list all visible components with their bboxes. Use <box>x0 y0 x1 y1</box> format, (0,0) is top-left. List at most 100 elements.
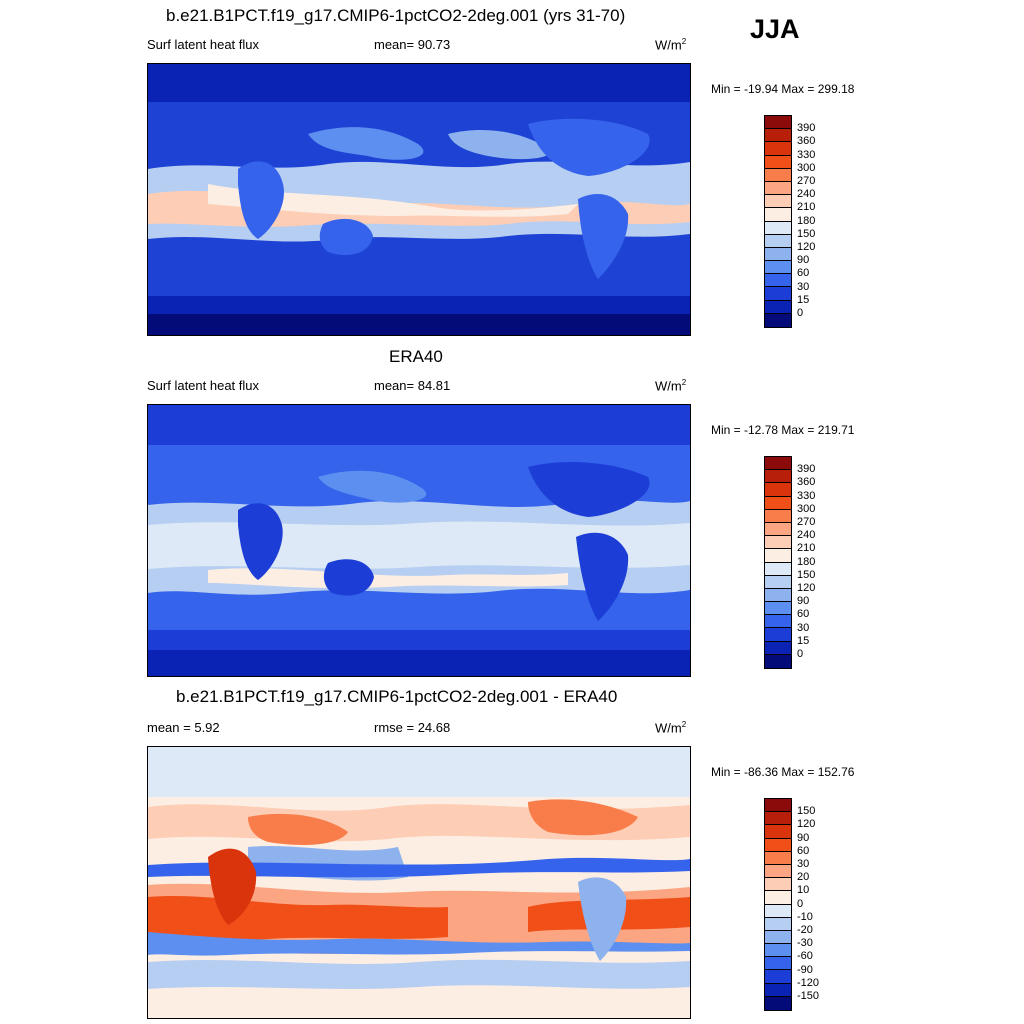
colorbar-swatch <box>765 142 791 156</box>
colorbar-tick-label: -150 <box>797 990 820 1002</box>
colorbar-tick-label: -20 <box>797 924 813 936</box>
panel3-colorbar <box>764 798 792 1011</box>
panel3-mean: mean = 5.92 <box>147 720 220 735</box>
panel1-units: W/m2 <box>655 37 687 53</box>
panel2-minmax: Min = -12.78 Max = 219.71 <box>711 423 855 437</box>
colorbar-tick-label: 300 <box>797 161 816 174</box>
colorbar-swatch <box>765 300 791 314</box>
colorbar-swatch <box>765 457 791 471</box>
colorbar-swatch <box>765 944 791 958</box>
colorbar-swatch <box>765 549 791 563</box>
panel2-colorbar <box>764 456 792 669</box>
colorbar-swatch <box>765 983 791 997</box>
colorbar-swatch <box>765 522 791 537</box>
colorbar-swatch <box>765 588 791 603</box>
panel3-units: W/m2 <box>655 720 687 736</box>
colorbar-swatch <box>765 536 791 550</box>
colorbar-swatch <box>765 116 791 130</box>
panel1-title: b.e21.B1PCT.f19_g17.CMIP6-1pctCO2-2deg.0… <box>166 6 626 25</box>
colorbar-tick-label: 300 <box>797 502 816 515</box>
colorbar-swatch <box>765 155 791 169</box>
colorbar-tick-label: 0 <box>797 307 804 319</box>
colorbar-swatch <box>765 628 791 642</box>
colorbar-tick-label: 30 <box>797 280 810 293</box>
colorbar-tick-label: 150 <box>797 227 816 240</box>
colorbar-swatch <box>765 181 791 196</box>
colorbar-swatch <box>765 313 791 327</box>
colorbar-tick-label: 120 <box>797 241 816 253</box>
colorbar-tick-label: 15 <box>797 634 810 647</box>
panel2-field-label: Surf latent heat flux <box>147 378 260 393</box>
colorbar-tick-label: 390 <box>797 463 816 476</box>
colorbar-tick-label: 270 <box>797 175 816 187</box>
colorbar-tick-label: 60 <box>797 844 810 857</box>
colorbar-swatch <box>765 168 791 182</box>
panel3-map <box>147 746 691 1019</box>
colorbar-tick-label: 60 <box>797 267 810 280</box>
colorbar-swatch <box>765 917 791 931</box>
colorbar-swatch <box>765 509 791 523</box>
colorbar-tick-label: -60 <box>797 950 813 963</box>
colorbar-swatch <box>765 851 791 865</box>
panel2-title: ERA40 <box>389 347 443 366</box>
colorbar-tick-label: 10 <box>797 884 810 897</box>
colorbar-swatch <box>765 641 791 655</box>
colorbar-tick-label: 180 <box>797 214 816 227</box>
colorbar-swatch <box>765 930 791 945</box>
colorbar-tick-label: 210 <box>797 542 816 555</box>
colorbar-swatch <box>765 825 791 839</box>
colorbar-tick-label: 0 <box>797 897 804 910</box>
colorbar-tick-label: 180 <box>797 555 816 568</box>
colorbar-swatch <box>765 208 791 222</box>
colorbar-tick-label: 390 <box>797 122 816 135</box>
colorbar-swatch <box>765 654 791 668</box>
panel1-field-label: Surf latent heat flux <box>147 37 260 52</box>
colorbar-tick-label: 90 <box>797 831 810 844</box>
colorbar-tick-label: 240 <box>797 529 816 542</box>
colorbar-swatch <box>765 878 791 892</box>
colorbar-swatch <box>765 575 791 589</box>
colorbar-tick-label: 20 <box>797 871 810 884</box>
colorbar-tick-label: 240 <box>797 188 816 201</box>
panel1-mean: mean= 90.73 <box>374 37 451 52</box>
colorbar-tick-label: 90 <box>797 254 810 267</box>
colorbar-tick-label: 330 <box>797 489 816 502</box>
colorbar-swatch <box>765 274 791 288</box>
colorbar-tick-label: -90 <box>797 963 813 976</box>
colorbar-swatch <box>765 891 791 905</box>
colorbar-tick-label: 0 <box>797 648 804 660</box>
panel3-rmse: rmse = 24.68 <box>374 720 451 735</box>
colorbar-swatch <box>765 615 791 629</box>
season-label: JJA <box>750 14 800 44</box>
colorbar-tick-label: 90 <box>797 595 810 608</box>
colorbar-tick-label: -30 <box>797 937 813 950</box>
panel1-map <box>147 63 691 336</box>
colorbar-swatch <box>765 247 791 262</box>
panel3-title: b.e21.B1PCT.f19_g17.CMIP6-1pctCO2-2deg.0… <box>176 687 618 706</box>
panel3-minmax: Min = -86.36 Max = 152.76 <box>711 765 855 779</box>
panel2-mean: mean= 84.81 <box>374 378 451 393</box>
colorbar-tick-label: 60 <box>797 608 810 621</box>
colorbar-swatch <box>765 287 791 301</box>
panel1-minmax: Min = -19.94 Max = 299.18 <box>711 82 855 96</box>
colorbar-tick-label: 150 <box>797 568 816 581</box>
colorbar-swatch <box>765 195 791 209</box>
colorbar-swatch <box>765 129 791 143</box>
colorbar-tick-label: -120 <box>797 976 820 989</box>
colorbar-tick-label: 360 <box>797 476 816 489</box>
colorbar-swatch <box>765 864 791 879</box>
colorbar-swatch <box>765 496 791 510</box>
colorbar-tick-label: 210 <box>797 201 816 214</box>
colorbar-swatch <box>765 957 791 971</box>
colorbar-tick-label: 330 <box>797 148 816 161</box>
panel2-map <box>147 404 691 677</box>
colorbar-tick-label: 270 <box>797 516 816 528</box>
colorbar-swatch <box>765 562 791 576</box>
colorbar-tick-label: 360 <box>797 135 816 148</box>
colorbar-swatch <box>765 996 791 1010</box>
colorbar-tick-label: 120 <box>797 818 816 831</box>
colorbar-swatch <box>765 812 791 826</box>
colorbar-tick-label: 120 <box>797 582 816 594</box>
colorbar-swatch <box>765 221 791 235</box>
colorbar-swatch <box>765 261 791 275</box>
